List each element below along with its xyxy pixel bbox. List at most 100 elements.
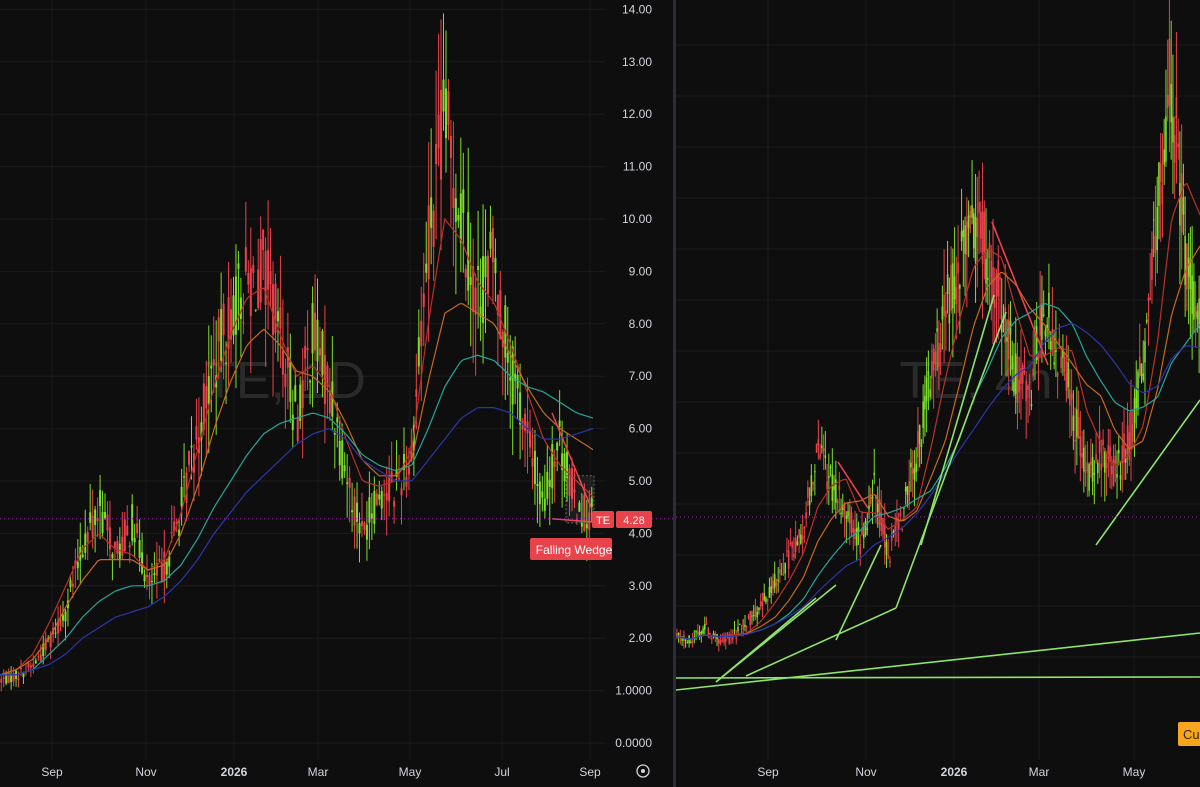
candle-body <box>533 450 536 485</box>
y-tick-label: 10.00 <box>622 212 652 226</box>
candle-body <box>509 377 512 381</box>
settings-gear-icon[interactable] <box>636 764 650 778</box>
candle-body <box>462 189 465 213</box>
candle-body <box>973 213 975 249</box>
candle-body <box>1170 83 1172 123</box>
candle-body <box>869 496 872 505</box>
candle-body <box>787 550 790 569</box>
candle-body <box>936 328 938 332</box>
candle-body <box>726 637 729 639</box>
candle-body <box>178 529 181 537</box>
candle-body <box>1051 328 1054 351</box>
candle-body <box>444 88 447 139</box>
candle-body <box>563 453 566 481</box>
candle-body <box>321 331 324 375</box>
candle-body <box>570 468 573 499</box>
candle-body <box>838 485 841 490</box>
indicator-badge[interactable]: Cu <box>1178 722 1200 746</box>
candle-body <box>913 467 916 480</box>
candle-body <box>904 487 907 492</box>
candle-body <box>84 533 87 553</box>
candle-body <box>924 395 926 410</box>
candle-body <box>289 361 292 402</box>
candle-body <box>1042 314 1045 316</box>
grid-lines <box>0 0 605 760</box>
candle-body <box>452 188 455 208</box>
candle-body <box>871 496 874 500</box>
pattern-label[interactable]: Falling Wedge <box>530 538 613 560</box>
candle-body <box>1013 382 1015 393</box>
candle-body <box>941 306 944 320</box>
chart-pane-4h[interactable]: TE, 4h Sep Nov 2026 Mar May Cu <box>676 0 1200 787</box>
candle-body <box>1137 371 1139 410</box>
candle-body <box>1131 423 1134 442</box>
candle-body <box>833 486 835 491</box>
candle-body <box>1004 307 1007 343</box>
candle-body <box>183 476 186 478</box>
candle-body <box>202 383 205 430</box>
candle-body <box>373 490 376 524</box>
candle-body <box>812 481 814 485</box>
ma-line-mid <box>0 303 594 676</box>
candle-body <box>702 628 704 634</box>
candle-body <box>929 389 931 398</box>
candle-body <box>553 461 556 468</box>
gear-hub <box>641 769 645 773</box>
candle-body <box>447 91 450 126</box>
candle-body <box>299 384 302 421</box>
candle-body <box>1196 311 1199 320</box>
candle-body <box>831 474 834 502</box>
candle-body <box>817 439 820 445</box>
candle-body <box>1110 466 1113 475</box>
y-tick-label: 12.00 <box>622 107 652 121</box>
candle-body <box>1093 472 1096 475</box>
candle-body <box>459 193 462 243</box>
candle-body <box>1105 462 1108 469</box>
candle-body <box>899 512 902 517</box>
price-tag[interactable]: TE 4.28 <box>592 511 652 528</box>
candle-body <box>385 492 388 501</box>
candle-body <box>1123 433 1125 463</box>
candle-body <box>1158 162 1160 206</box>
trendlines <box>676 221 1200 691</box>
candle-body <box>695 631 697 633</box>
y-tick-label: 13.00 <box>622 55 652 69</box>
candle-body <box>887 555 890 557</box>
candle-body <box>477 265 480 270</box>
daily-chart[interactable]: TE, 1D14.0013.0012.0011.0010.009.008.007… <box>0 0 673 787</box>
pane-divider[interactable] <box>673 0 676 787</box>
candle-body <box>526 421 529 434</box>
candle-body <box>952 263 954 309</box>
candle-body <box>857 526 860 532</box>
candle-body <box>759 601 762 606</box>
candle-body <box>561 453 564 471</box>
candle-body <box>848 505 851 524</box>
candle-body <box>959 284 961 289</box>
candle-body <box>763 593 766 601</box>
candle-body <box>173 521 176 532</box>
candle-body <box>826 481 828 490</box>
candle-body <box>1060 356 1062 368</box>
candle-body <box>1117 449 1120 454</box>
candle-body <box>1182 197 1185 215</box>
candle-body <box>239 297 242 320</box>
candle-body <box>454 198 457 222</box>
x-tick-label: Nov <box>135 765 156 779</box>
candle-body <box>735 637 738 640</box>
candle-body <box>1083 447 1085 472</box>
candle-body <box>2 677 5 679</box>
candle-body <box>566 451 569 479</box>
candle-body <box>1104 451 1106 473</box>
candle-body <box>1027 385 1029 390</box>
candle-body <box>1187 257 1190 278</box>
candle-body <box>247 272 250 285</box>
candle-body <box>1184 236 1186 286</box>
candle-body <box>997 260 1000 297</box>
candle-body <box>551 444 554 489</box>
y-tick-label: 5.00 <box>629 474 653 488</box>
chart-pane-daily[interactable]: TE, 1D 14.00 13.00 12.00 11.00 10.00 9.00 8.00 7… <box>0 0 673 787</box>
candle-body <box>262 229 265 251</box>
candle-body <box>96 517 99 522</box>
candle-body <box>272 284 275 335</box>
